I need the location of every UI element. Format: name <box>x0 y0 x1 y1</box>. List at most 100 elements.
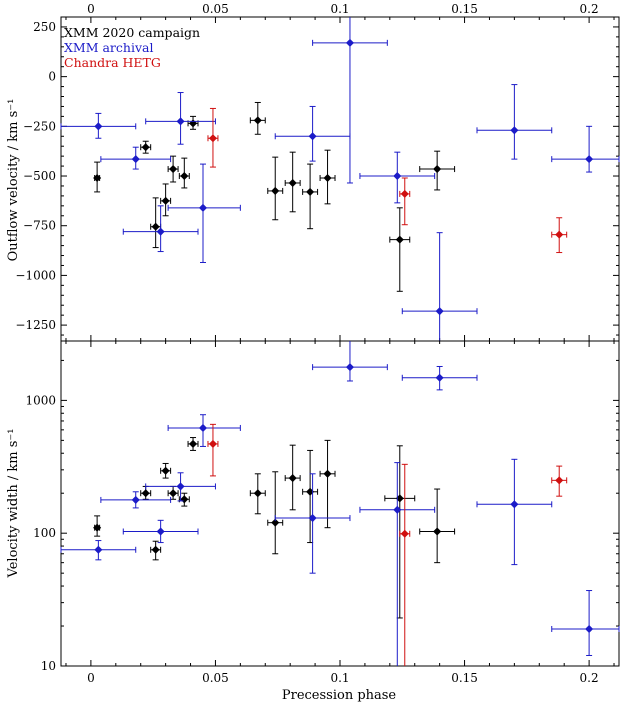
diamond-marker <box>435 373 444 382</box>
legend-entry-xmm-2020: XMM 2020 campaign <box>64 25 200 40</box>
diamond-marker <box>180 171 189 181</box>
data-point <box>187 437 199 451</box>
data-point <box>60 540 137 561</box>
x-tick-label-top: 0.1 <box>330 2 349 16</box>
series-xmm_archival <box>60 17 620 341</box>
diamond-marker <box>141 489 150 498</box>
diamond-marker <box>156 527 165 536</box>
data-point <box>389 207 411 292</box>
diamond-marker <box>93 523 102 532</box>
x-tick-label: 0.15 <box>451 671 478 685</box>
diamond-marker <box>323 469 332 478</box>
y-tick-label: 100 <box>33 526 56 540</box>
data-point <box>167 163 241 263</box>
data-point <box>160 183 172 217</box>
diamond-marker <box>169 165 178 174</box>
diamond-marker <box>198 203 208 212</box>
data-point <box>476 458 553 566</box>
data-point <box>122 519 199 544</box>
data-point <box>93 161 102 193</box>
data-point <box>284 151 301 213</box>
data-point <box>401 365 478 391</box>
diamond-marker <box>208 134 217 143</box>
data-point <box>319 149 336 205</box>
diamond-marker <box>93 173 102 183</box>
data-point <box>267 156 284 221</box>
x-tick-label-top: 0 <box>87 2 95 16</box>
data-point <box>167 414 241 447</box>
data-point <box>359 462 436 666</box>
diamond-marker <box>585 155 594 164</box>
data-point <box>399 177 411 226</box>
diamond-marker <box>395 235 404 244</box>
data-point <box>476 84 553 160</box>
y-axis-title-width: Velocity width / km s⁻¹ <box>6 429 21 579</box>
diamond-marker <box>208 439 217 448</box>
legend-entry-xmm-archival: XMM archival <box>64 40 153 55</box>
diamond-marker <box>189 119 198 128</box>
data-point <box>551 125 620 173</box>
x-tick-label-top: 0.15 <box>451 2 478 16</box>
y-tick-label: −750 <box>23 219 56 233</box>
diamond-marker <box>271 186 280 195</box>
data-point <box>319 439 336 529</box>
x-tick-label: 0.05 <box>202 671 229 685</box>
diamond-marker <box>176 482 185 491</box>
diamond-marker <box>253 116 262 125</box>
x-axis-title: Precession phase <box>282 688 397 703</box>
data-point <box>93 515 102 537</box>
data-point <box>140 140 152 154</box>
data-point <box>207 107 219 168</box>
data-point <box>145 92 216 145</box>
data-point <box>160 462 172 479</box>
data-point <box>401 232 478 341</box>
data-point <box>551 590 620 656</box>
diamond-marker <box>308 132 317 141</box>
diamond-marker <box>433 165 442 174</box>
diamond-marker <box>393 505 402 514</box>
diamond-marker <box>308 514 317 523</box>
y-tick-label: −500 <box>23 169 56 183</box>
data-point <box>187 115 199 130</box>
diamond-marker <box>510 500 519 509</box>
data-point <box>551 217 568 254</box>
diamond-marker <box>151 222 160 231</box>
diamond-marker <box>156 227 165 236</box>
diamond-marker <box>180 495 189 504</box>
diamond-marker <box>345 38 354 47</box>
diamond-marker <box>94 122 103 131</box>
diamond-marker <box>161 196 170 205</box>
diamond-marker <box>161 466 170 475</box>
series-xmm2020 <box>93 101 456 292</box>
data-point <box>419 488 456 564</box>
diamond-marker <box>555 230 564 239</box>
y-tick-label: 1000 <box>25 393 56 407</box>
x-tick-label: 0.2 <box>580 671 599 685</box>
y-axis-title-outflow: Outflow velocity / km s⁻¹ <box>6 99 21 262</box>
data-point <box>249 101 266 135</box>
data-point <box>178 157 190 189</box>
legend: XMM 2020 campaign XMM archival Chandra H… <box>64 25 200 70</box>
y-tick-label: −250 <box>23 119 56 133</box>
y-tick-label: 0 <box>48 70 56 84</box>
diamond-marker <box>345 363 354 372</box>
data-point <box>312 341 388 382</box>
diamond-marker <box>393 171 402 181</box>
data-point <box>150 540 162 561</box>
data-point <box>100 146 172 170</box>
diamond-marker <box>435 307 444 316</box>
data-point <box>419 150 456 191</box>
data-point <box>284 444 301 511</box>
diamond-marker <box>131 495 140 504</box>
series-xmm2020 <box>93 437 456 619</box>
data-point <box>140 485 152 500</box>
data-point <box>150 197 162 249</box>
diamond-marker <box>306 187 315 196</box>
diamond-marker <box>131 155 140 164</box>
diamond-marker <box>94 545 103 554</box>
data-point <box>100 491 172 509</box>
diamond-marker <box>169 489 178 498</box>
data-point <box>274 105 351 162</box>
diamond-marker <box>176 117 185 126</box>
